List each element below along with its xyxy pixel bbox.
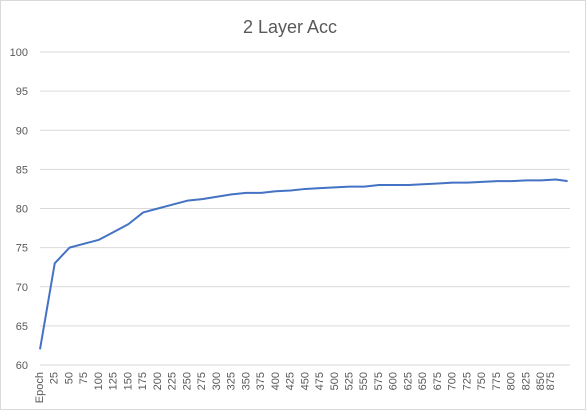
x-tick-label: 550	[358, 372, 370, 390]
x-tick-label: 800	[506, 372, 518, 390]
x-tick-label: 600	[388, 372, 400, 390]
y-tick-label: 100	[10, 47, 28, 59]
x-tick-label: 300	[211, 372, 223, 390]
x-tick-label: 775	[491, 372, 503, 390]
x-tick-label: 450	[299, 372, 311, 390]
x-tick-label: 50	[63, 372, 75, 384]
chart-title: 2 Layer Acc	[243, 17, 337, 37]
y-tick-label: 65	[16, 321, 28, 333]
x-tick-label: 75	[78, 372, 90, 384]
x-tick-label: 275	[196, 372, 208, 390]
x-tick-label: 675	[432, 372, 444, 390]
x-tick-label: 125	[108, 372, 120, 390]
x-tick-label: 625	[402, 372, 414, 390]
x-tick-label: 400	[270, 372, 282, 390]
x-tick-label: 700	[447, 372, 459, 390]
x-tick-label: Epoch	[34, 372, 46, 403]
x-tick-label: 150	[122, 372, 134, 390]
x-tick-label: 350	[240, 372, 252, 390]
y-tick-label: 85	[16, 164, 28, 176]
x-tick-label: 375	[255, 372, 267, 390]
y-tick-label: 80	[16, 204, 28, 216]
x-tick-label: 225	[167, 372, 179, 390]
x-tick-label: 100	[93, 372, 105, 390]
y-tick-label: 95	[16, 86, 28, 98]
x-tick-label: 575	[373, 372, 385, 390]
y-tick-label: 70	[16, 282, 28, 294]
y-tick-label: 90	[16, 125, 28, 137]
y-tick-label: 75	[16, 243, 28, 255]
x-tick-label: 25	[49, 372, 61, 384]
x-tick-label: 425	[285, 372, 297, 390]
x-tick-label: 325	[226, 372, 238, 390]
x-tick-label: 725	[461, 372, 473, 390]
x-tick-label: 750	[476, 372, 488, 390]
x-tick-label: 175	[137, 372, 149, 390]
x-tick-label: 525	[344, 372, 356, 390]
x-tick-label: 250	[181, 372, 193, 390]
x-tick-label: 200	[152, 372, 164, 390]
x-tick-label: 825	[520, 372, 532, 390]
y-tick-label: 60	[16, 360, 28, 372]
x-tick-label: 500	[329, 372, 341, 390]
x-tick-label: 650	[417, 372, 429, 390]
x-tick-label: 475	[314, 372, 326, 390]
x-tick-label: 875	[545, 372, 557, 390]
